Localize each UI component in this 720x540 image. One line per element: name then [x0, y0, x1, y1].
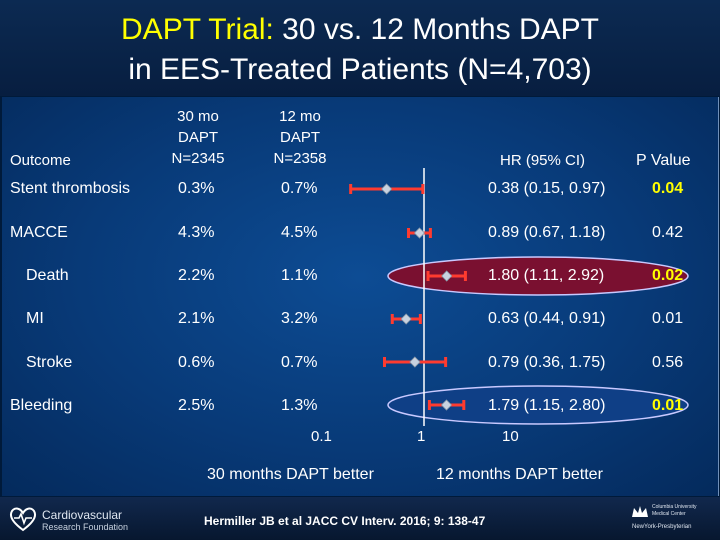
tick-label-1: 1 [417, 428, 426, 445]
forest-plot [349, 168, 689, 426]
header-30mo-line3: N=2345 [171, 150, 225, 167]
row-hr-death: 1.80 (1.11, 2.92) [488, 267, 605, 284]
header-outcome: Outcome [10, 152, 71, 169]
row-hr-macce: 0.89 (0.67, 1.18) [488, 224, 606, 241]
row-v30-macce: 4.3% [178, 224, 215, 241]
row-label-macce: MACCE [10, 224, 68, 241]
forest-plot-panel [2, 97, 719, 496]
header-30mo: 30 mo DAPT N=2345 [160, 106, 236, 169]
header-30mo-line2: DAPT [177, 129, 218, 146]
row-hr-mi: 0.63 (0.44, 0.91) [488, 310, 606, 327]
header-hr: HR (95% CI) [500, 152, 586, 169]
row-p-macce: 0.42 [652, 224, 684, 241]
hr-point-2 [441, 270, 453, 282]
crf-logo-icon [9, 507, 37, 532]
title-bar: DAPT Trial: 30 vs. 12 Months DAPT in EES… [0, 0, 720, 96]
header-12mo-line3: N=2358 [273, 150, 327, 167]
row-v12-stent-thrombosis: 0.7% [281, 180, 318, 197]
left-favors-label: 30 months DAPT better [207, 466, 374, 483]
header-pvalue: P Value [636, 152, 691, 169]
nyp-logo-line: NewYork-Presbyterian [632, 524, 692, 530]
row-p-death: 0.02 [652, 267, 684, 284]
header-12mo: 12 mo DAPT N=2358 [262, 106, 338, 169]
row-v30-stent-thrombosis: 0.3% [178, 180, 215, 197]
row-label-bleeding: Bleeding [10, 397, 73, 414]
header-12mo-line1: 12 mo [279, 108, 321, 125]
hr-point-4 [409, 356, 421, 368]
row-v12-macce: 4.5% [281, 224, 318, 241]
row-hr-stroke: 0.79 (0.36, 1.75) [488, 354, 606, 371]
title-line1-rest: 30 vs. 12 Months DAPT [273, 13, 599, 46]
row-label-stroke: Stroke [26, 354, 73, 371]
crf-logo-line1: Cardiovascular [42, 508, 123, 522]
header-12mo-line2: DAPT [279, 129, 320, 146]
slide-title: DAPT Trial: 30 vs. 12 Months DAPT in EES… [0, 10, 720, 90]
row-v30-mi: 2.1% [178, 310, 215, 327]
hr-point-5 [440, 399, 453, 411]
right-favors-label: 12 months DAPT better [436, 466, 603, 483]
row-label-mi: MI [26, 310, 44, 327]
row-v30-stroke: 0.6% [178, 354, 215, 371]
cumc-logo-line1: Columbia University [652, 504, 697, 510]
tick-label-0-1: 0.1 [311, 428, 332, 445]
title-line2: in EES-Treated Patients (N=4,703) [128, 53, 592, 86]
footer-bar: Cardiovascular Research Foundation Hermi… [0, 497, 720, 540]
row-p-stent-thrombosis: 0.04 [652, 180, 684, 197]
row-p-mi: 0.01 [652, 310, 684, 327]
header-30mo-line1: 30 mo [177, 108, 219, 125]
crown-logo-icon [632, 506, 648, 517]
highlight-oval-2 [387, 256, 689, 296]
hr-point-1 [413, 227, 426, 239]
row-label-death: Death [26, 267, 69, 284]
title-highlight: DAPT Trial: [121, 13, 274, 46]
row-hr-stent-thrombosis: 0.38 (0.15, 0.97) [488, 180, 606, 197]
row-p-bleeding: 0.01 [652, 397, 684, 414]
hr-point-3 [400, 313, 412, 325]
row-v30-death: 2.2% [178, 267, 215, 284]
row-v12-death: 1.1% [281, 267, 318, 284]
cumc-logo-line2: Medical Center [652, 511, 686, 517]
row-v12-mi: 3.2% [281, 310, 318, 327]
tick-label-10: 10 [502, 428, 519, 445]
row-v30-bleeding: 2.5% [178, 397, 215, 414]
hr-point-0 [381, 183, 393, 195]
row-label-stent-thrombosis: Stent thrombosis [10, 180, 131, 197]
citation: Hermiller JB et al JACC CV Interv. 2016;… [204, 514, 486, 528]
row-v12-bleeding: 1.3% [281, 397, 318, 414]
row-p-stroke: 0.56 [652, 354, 684, 371]
crf-logo-line2: Research Foundation [42, 522, 129, 532]
highlight-oval-5 [387, 385, 689, 425]
row-v12-stroke: 0.7% [281, 354, 318, 371]
row-hr-bleeding: 1.79 (1.15, 2.80) [488, 397, 606, 414]
